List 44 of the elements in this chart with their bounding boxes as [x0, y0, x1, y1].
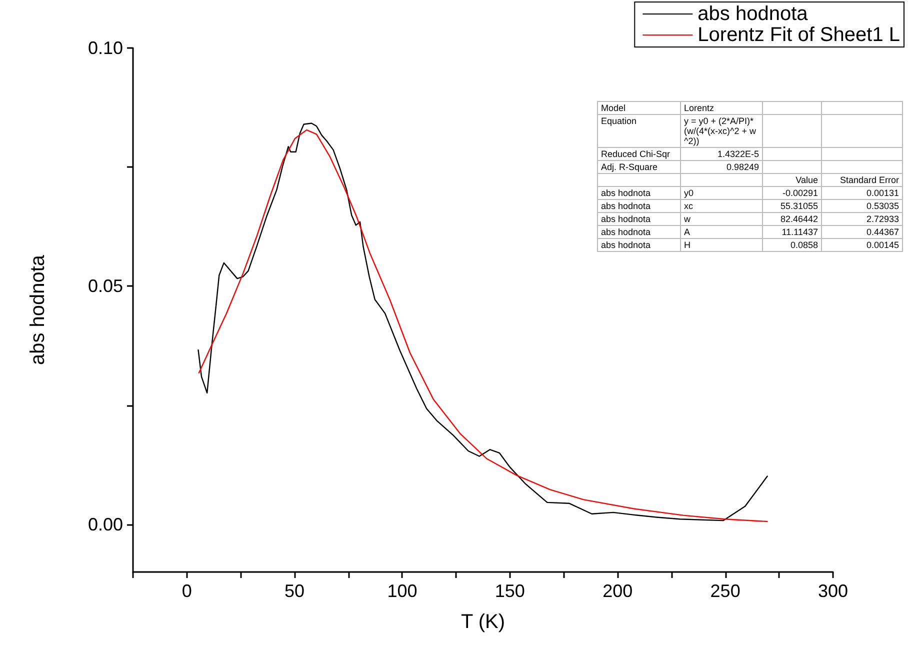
- text: Value: [796, 175, 818, 185]
- text: y = y0 + (2*A/PI)*(w/(4*(x-xc)^2 + w^2)): [684, 116, 756, 146]
- text: abs hodnota: [601, 201, 651, 211]
- text: 0.53035: [866, 201, 899, 211]
- x-tick-label: 200: [602, 581, 633, 601]
- y-tick-label: 0.05: [88, 276, 123, 296]
- text: xc: [684, 201, 693, 211]
- text: 0.00145: [866, 240, 899, 250]
- text: -0.00291: [782, 188, 818, 198]
- text: 0.98249: [726, 162, 759, 172]
- text: Standard Error: [840, 175, 899, 185]
- text: Lorentz: [684, 103, 714, 113]
- x-tick-label: 150: [494, 581, 525, 601]
- text: abs hodnota: [601, 227, 651, 237]
- text: 2.72933: [866, 214, 899, 224]
- text: 0.44367: [866, 227, 899, 237]
- legend-label: abs hodnota: [698, 3, 809, 25]
- text: Model: [601, 103, 626, 113]
- text: A: [684, 227, 690, 237]
- text: H: [684, 240, 690, 250]
- text: abs hodnota: [601, 214, 651, 224]
- text: w: [684, 214, 690, 224]
- text: 0.00131: [866, 188, 899, 198]
- text: 11.11437: [782, 227, 818, 237]
- text: 82.46442: [780, 214, 818, 224]
- text: abs hodnota: [601, 188, 651, 198]
- text: Adj. R-Square: [601, 162, 658, 172]
- text: Reduced Chi-Sqr: [601, 149, 670, 159]
- text: Equation: [601, 116, 637, 126]
- text: y0: [684, 188, 694, 198]
- y-tick-label: 0.10: [88, 38, 123, 58]
- x-axis-title: T (K): [460, 611, 506, 633]
- text: 1.4322E-5: [717, 149, 759, 159]
- text: 55.31055: [780, 201, 818, 211]
- text: abs hodnota: [601, 240, 651, 250]
- text: 0.0858: [790, 240, 818, 250]
- x-tick-label: 0: [182, 581, 192, 601]
- x-tick-label: 300: [818, 581, 848, 601]
- y-axis-title: abs hodnota: [27, 254, 49, 366]
- legend-label: Lorentz Fit of Sheet1 L: [698, 24, 900, 46]
- y-tick-label: 0.00: [88, 514, 123, 534]
- x-tick-label: 250: [710, 581, 740, 601]
- x-tick-label: 100: [387, 581, 418, 601]
- x-tick-label: 50: [284, 581, 305, 601]
